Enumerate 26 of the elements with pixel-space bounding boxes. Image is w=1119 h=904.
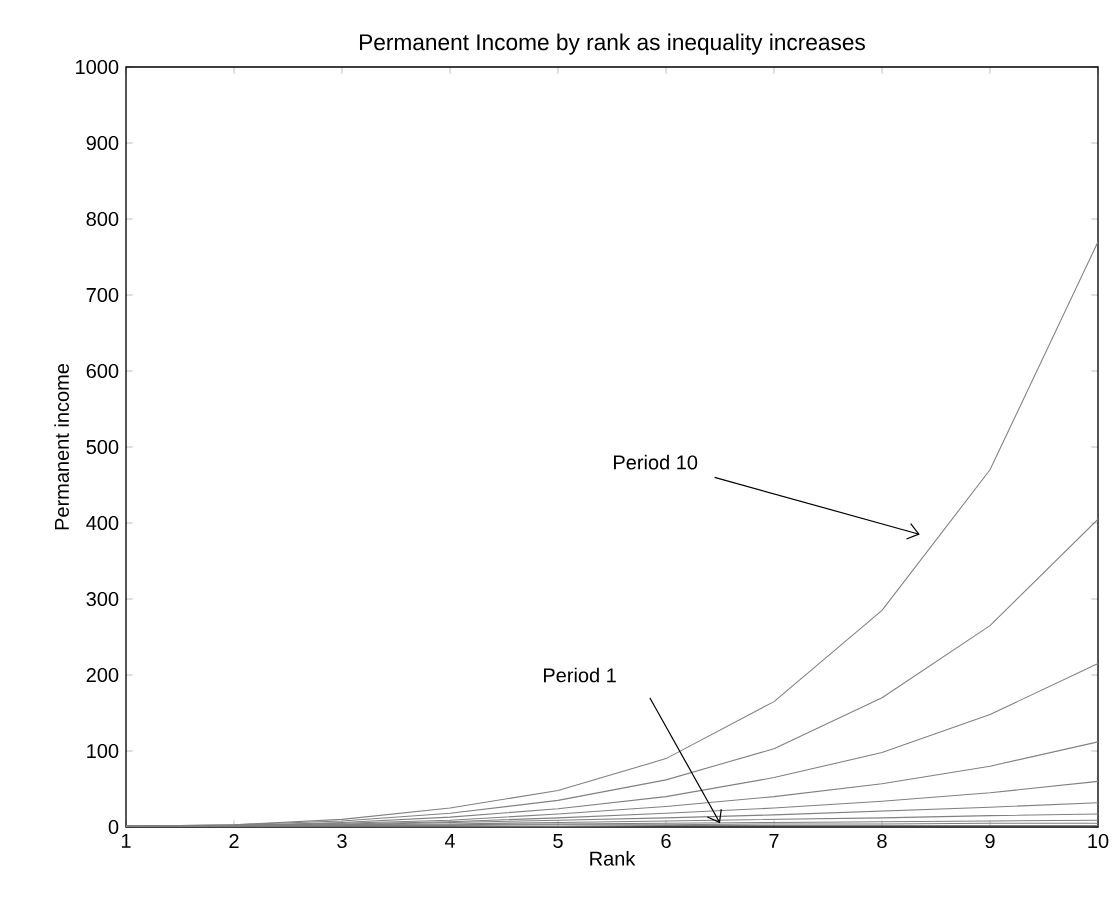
annotation: Period 1 — [543, 667, 616, 683]
x-tick-label: 5 — [553, 833, 563, 848]
x-tick-label: 4 — [444, 833, 455, 848]
y-tick-label: 0 — [108, 819, 119, 835]
x-tick-label: 9 — [985, 833, 995, 849]
chart-title: Permanent Income by rank as inequality increases — [360, 33, 865, 55]
y-tick-label: 500 — [86, 439, 119, 455]
x-tick-label: 3 — [337, 833, 347, 849]
y-tick-label: 100 — [87, 743, 119, 759]
x-tick-label: 2 — [229, 833, 239, 848]
x-tick-label: 8 — [877, 833, 887, 849]
y-tick-label: 900 — [86, 135, 119, 151]
y-tick-label: 300 — [86, 591, 119, 607]
annotation: Period 10 — [614, 454, 698, 470]
y-tick-label: 200 — [86, 667, 119, 683]
y-tick-label: 600 — [86, 363, 119, 379]
y-tick-label: 1000 — [76, 59, 119, 75]
y-tick-label: 400 — [86, 515, 119, 531]
x-tick-label: 10 — [1088, 833, 1109, 849]
y-tick-label: 800 — [86, 211, 119, 227]
y-axis-title: Permanent income — [54, 364, 69, 530]
x-tick-label: 7 — [769, 833, 779, 848]
x-tick-label: 1 — [121, 833, 131, 848]
y-tick-label: 700 — [86, 287, 119, 303]
x-axis-title: Rank — [590, 851, 636, 866]
x-tick-label: 6 — [661, 833, 671, 849]
